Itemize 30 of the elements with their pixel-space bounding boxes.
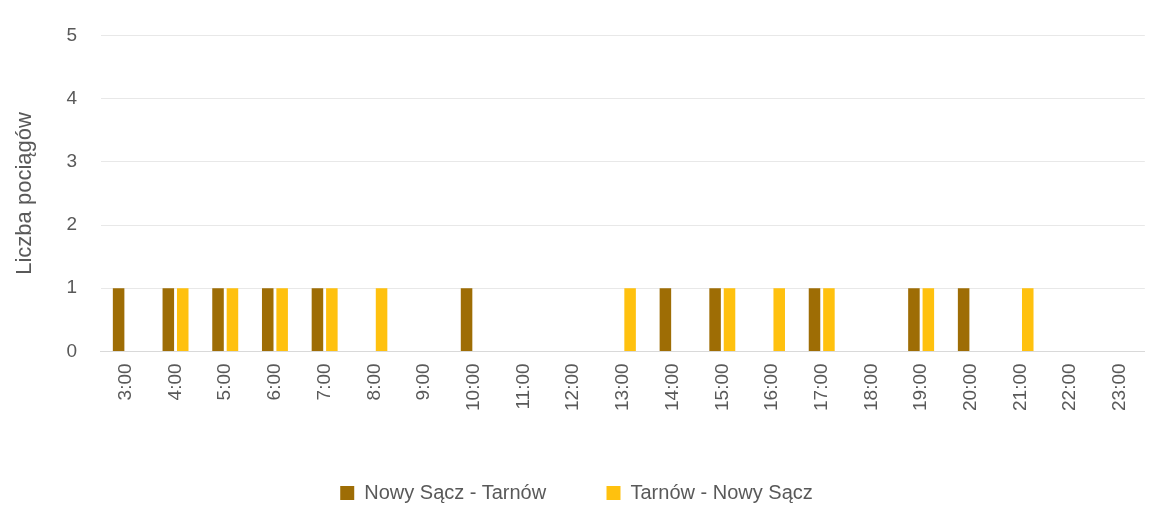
- x-tick-label: 12:00: [561, 363, 583, 411]
- x-tick-label: 5:00: [213, 363, 235, 401]
- x-tick-label: 7:00: [312, 363, 334, 401]
- x-tick-label: 3:00: [114, 363, 136, 401]
- y-tick-label: 1: [66, 276, 77, 298]
- legend-label: Nowy Sącz - Tarnów: [364, 480, 547, 503]
- x-tick-label: 19:00: [909, 363, 931, 411]
- x-tick-label: 16:00: [760, 363, 782, 411]
- x-tick-label: 22:00: [1058, 363, 1080, 411]
- x-tick-label: 15:00: [710, 363, 732, 411]
- y-tick-label: 2: [66, 213, 77, 235]
- x-tick-label: 17:00: [809, 363, 831, 411]
- y-axis-title: Liczba pociągów: [11, 111, 37, 275]
- x-tick-label: 8:00: [362, 363, 384, 401]
- y-tick-label: 4: [66, 86, 78, 108]
- x-tick-label: 18:00: [859, 363, 881, 411]
- y-tick-label: 3: [66, 150, 77, 172]
- y-tick-label: 0: [66, 339, 77, 361]
- x-tick-label: 11:00: [511, 363, 533, 410]
- x-tick-label: 6:00: [263, 363, 285, 401]
- x-tick-label: 10:00: [462, 363, 483, 411]
- x-tick-label: 13:00: [611, 363, 633, 411]
- y-tick-label: 5: [66, 23, 77, 45]
- legend-label: Tarnów - Nowy Sącz: [630, 480, 813, 503]
- x-tick-label: 14:00: [660, 363, 682, 411]
- x-tick-label: 23:00: [1108, 363, 1130, 411]
- x-tick-label: 21:00: [1008, 363, 1030, 411]
- x-tick-label: 4:00: [163, 363, 185, 401]
- x-tick-label: 9:00: [412, 363, 434, 401]
- x-tick-label: 20:00: [959, 363, 981, 411]
